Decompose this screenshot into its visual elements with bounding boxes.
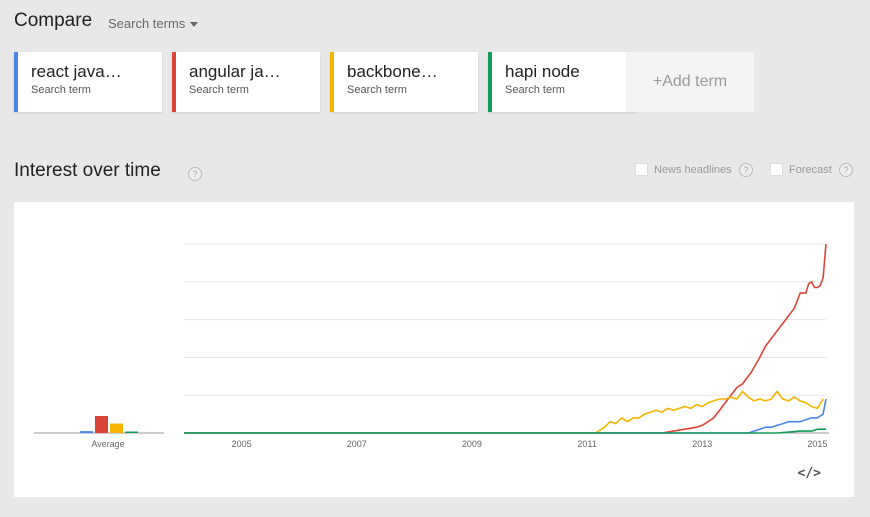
- term-card-hapi[interactable]: hapi node Search term: [488, 52, 636, 112]
- interest-chart[interactable]: 2005 2007 2009 2011 2013 2015 Average: [14, 202, 854, 497]
- term-name: hapi node: [505, 62, 580, 81]
- term-type-label: Search term: [189, 84, 249, 96]
- term-card-backbone[interactable]: backbone… Search term: [330, 52, 478, 112]
- news-headlines-option[interactable]: News headlines: [635, 163, 732, 176]
- average-bar: [125, 431, 138, 433]
- term-name: react java…: [31, 62, 122, 81]
- search-terms-label: Search terms: [108, 16, 186, 31]
- term-color-bar: [172, 52, 176, 112]
- term-type-label: Search term: [347, 84, 407, 96]
- forecast-checkbox[interactable]: [770, 163, 783, 176]
- series-line: [184, 398, 827, 434]
- compare-title: Compare: [14, 10, 93, 31]
- average-bar: [95, 415, 108, 433]
- embed-code-icon[interactable]: </>: [797, 466, 821, 481]
- x-tick-label: 2009: [462, 439, 482, 449]
- forecast-option[interactable]: Forecast: [770, 163, 832, 176]
- series-line: [184, 428, 826, 434]
- forecast-label: Forecast: [789, 163, 832, 176]
- x-tick-label: 2015: [807, 439, 827, 449]
- term-color-bar: [14, 52, 18, 112]
- x-tick-label: 2013: [692, 439, 712, 449]
- series-line: [184, 390, 824, 434]
- help-icon[interactable]: ?: [739, 163, 753, 177]
- x-tick-label: 2005: [232, 439, 252, 449]
- add-term-button[interactable]: +Add term: [626, 52, 754, 112]
- average-label: Average: [91, 439, 124, 449]
- x-tick-label: 2011: [577, 439, 596, 449]
- term-card-react[interactable]: react java… Search term: [14, 52, 162, 112]
- interest-chart-panel: 2005 2007 2009 2011 2013 2015 Average </>: [14, 202, 854, 497]
- help-icon[interactable]: ?: [188, 167, 202, 181]
- term-card-angular[interactable]: angular ja… Search term: [172, 52, 320, 112]
- search-terms-dropdown[interactable]: Search terms: [108, 16, 199, 31]
- average-bar: [80, 431, 93, 433]
- help-icon[interactable]: ?: [839, 163, 853, 177]
- term-type-label: Search term: [31, 84, 91, 96]
- news-headlines-checkbox[interactable]: [635, 163, 648, 176]
- series-line: [184, 243, 827, 434]
- term-color-bar: [488, 52, 492, 112]
- x-tick-label: 2007: [347, 439, 367, 449]
- interest-over-time-title: Interest over time: [14, 160, 161, 181]
- term-name: backbone…: [347, 62, 438, 81]
- chevron-down-icon: [190, 22, 199, 27]
- term-type-label: Search term: [505, 84, 565, 96]
- term-color-bar: [330, 52, 334, 112]
- average-bar: [110, 423, 123, 433]
- news-headlines-label: News headlines: [654, 163, 732, 176]
- term-name: angular ja…: [189, 62, 281, 81]
